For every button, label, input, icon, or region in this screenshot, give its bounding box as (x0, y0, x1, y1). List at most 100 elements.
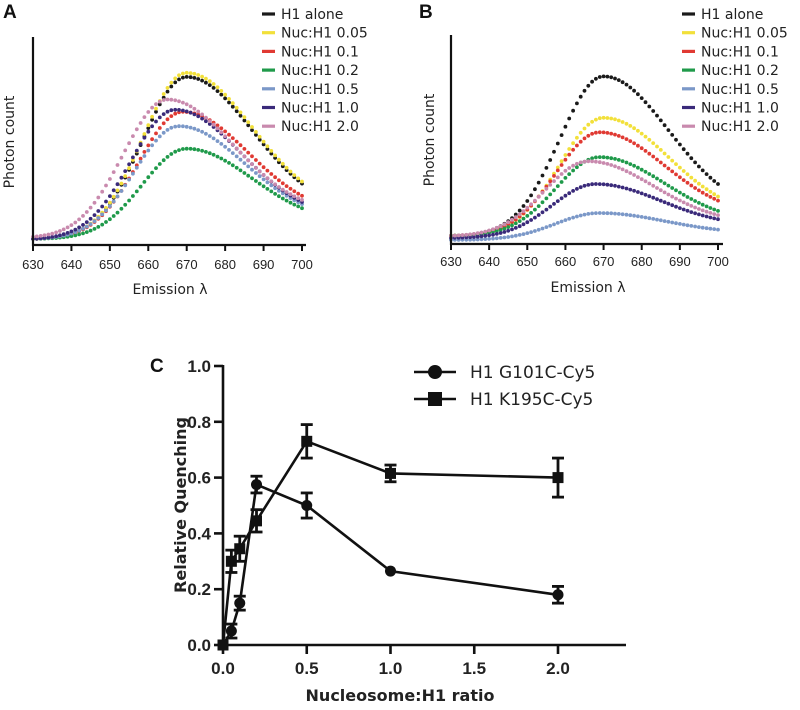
data-point (693, 205, 697, 210)
data-point (184, 124, 189, 129)
data-point (227, 148, 231, 152)
data-point (533, 215, 537, 220)
data-point (234, 109, 239, 114)
data-point (624, 121, 629, 126)
data-point (277, 185, 281, 189)
data-point (529, 202, 533, 207)
data-point (575, 135, 579, 140)
data-point (169, 114, 174, 118)
data-point (590, 211, 594, 216)
data-point (84, 220, 89, 225)
data-point (73, 227, 78, 232)
data-point (58, 229, 62, 233)
data-point (502, 230, 507, 234)
data-point (257, 174, 262, 179)
data-point (510, 227, 514, 232)
panel-label-c: C (150, 356, 164, 377)
data-point (215, 154, 220, 159)
data-point (265, 187, 270, 191)
x-tick-label: 680 (214, 257, 236, 272)
data-point (223, 129, 228, 134)
data-point (181, 124, 185, 129)
data-point (674, 188, 678, 193)
data-point (487, 237, 491, 241)
data-point (586, 133, 591, 138)
data-point (544, 166, 549, 170)
data-point (88, 222, 93, 227)
data-point (96, 209, 101, 213)
data-point (238, 110, 243, 115)
data-point (296, 191, 301, 196)
x-tick-label: 680 (631, 254, 653, 269)
data-point (246, 164, 251, 169)
data-point (552, 174, 556, 178)
data-point (115, 210, 120, 215)
data-point (284, 190, 289, 194)
data-point (685, 172, 690, 177)
panel-c-y-ticks: 0.0 0.2 0.4 0.6 0.8 1.0 (187, 357, 223, 655)
data-point (111, 199, 116, 204)
data-point (250, 154, 254, 159)
data-point (651, 217, 656, 221)
data-point (150, 143, 155, 148)
data-point (605, 182, 610, 187)
data-point (616, 78, 621, 82)
data-point (54, 230, 58, 235)
data-point (567, 191, 572, 196)
data-point (177, 124, 181, 129)
data-point (620, 159, 625, 164)
data-point (643, 215, 648, 220)
data-point (154, 138, 158, 143)
legend-label: H1 alone (701, 7, 763, 23)
data-point (100, 212, 105, 217)
data-point (685, 208, 690, 213)
data-point (533, 198, 537, 203)
data-point (277, 189, 281, 193)
y-tick-label: 0.4 (187, 524, 211, 543)
data-point (563, 157, 568, 162)
data-point (300, 193, 304, 198)
data-point (142, 180, 147, 184)
data-point (555, 141, 560, 146)
data-point (161, 92, 166, 96)
data-point (292, 194, 297, 199)
data-point (138, 142, 143, 146)
panel-b-points (449, 74, 720, 242)
data-point (559, 159, 564, 164)
data-point (188, 71, 193, 75)
data-point (666, 192, 671, 197)
data-point (161, 112, 166, 116)
data-point (134, 165, 139, 170)
data-point (269, 151, 274, 156)
data-point (261, 139, 266, 144)
data-point (207, 83, 212, 87)
data-point (651, 195, 656, 200)
data-point (678, 165, 682, 170)
data-point (708, 195, 713, 199)
data-point (491, 227, 495, 232)
data-point (578, 213, 583, 218)
data-point (632, 163, 636, 168)
data-point (157, 115, 162, 120)
data-point (34, 234, 39, 239)
data-point (108, 194, 112, 199)
data-point (552, 149, 556, 154)
data-point (586, 183, 591, 187)
data-point (265, 168, 270, 173)
data-point (77, 228, 81, 233)
data-point (242, 118, 247, 123)
data-point (525, 205, 530, 210)
data-point (571, 163, 575, 168)
data-point (704, 226, 709, 231)
series-nuc-h1-2-0 (31, 97, 304, 239)
data-point (594, 182, 598, 186)
data-point (697, 181, 701, 186)
data-point (567, 216, 572, 221)
data-point (555, 165, 560, 170)
data-point (111, 194, 116, 199)
data-point (146, 123, 151, 128)
data-point (265, 180, 270, 185)
data-point (609, 131, 614, 136)
data-point (544, 207, 549, 212)
data-point (115, 163, 120, 167)
